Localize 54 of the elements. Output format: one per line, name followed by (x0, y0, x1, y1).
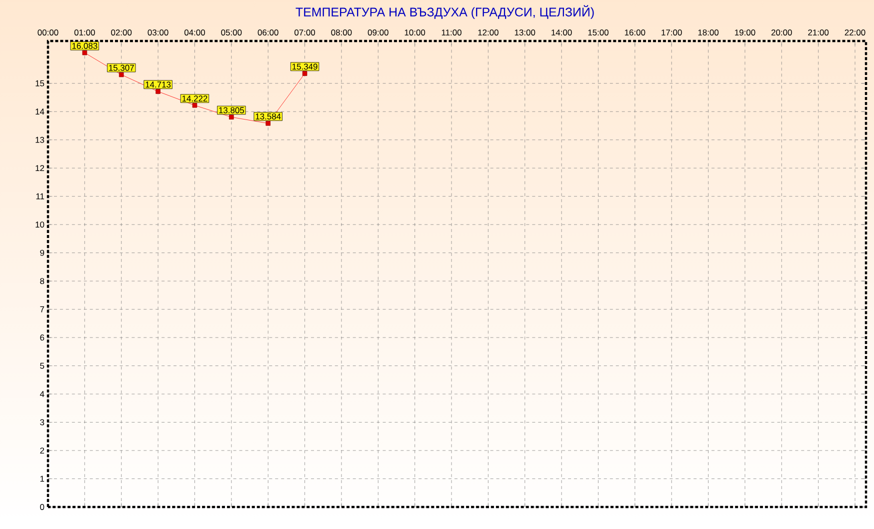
y-tick-label: 5 (40, 362, 44, 369)
x-tick-label: 07:00 (294, 29, 316, 36)
point (266, 120, 270, 126)
x-tick-label: 20:00 (771, 29, 792, 36)
y-tick-label: 1 (40, 476, 44, 482)
y-tick-label: 13 (36, 136, 44, 143)
data-label: 13.584 (256, 113, 281, 120)
y-tick-label: 10 (36, 222, 44, 228)
point (82, 50, 88, 56)
y-tick-label: 9 (40, 250, 44, 256)
data-label: 15.307 (109, 64, 134, 71)
y-tick-label: 15 (36, 80, 44, 86)
x-tick-label: 09:00 (368, 29, 388, 36)
data-label: 14.222 (182, 96, 208, 102)
x-tick-label: 13:00 (514, 29, 536, 36)
point (118, 72, 124, 78)
x-tick-label: 08:00 (331, 29, 352, 36)
x-tick-label: 16:00 (624, 29, 646, 36)
x-tick-label: 00:00 (38, 29, 58, 36)
y-tick-label: 4 (40, 391, 44, 397)
point (229, 114, 234, 120)
data-label: 13.805 (219, 107, 244, 114)
y-tick-label: 7 (40, 306, 44, 312)
x-tick-label: 02:00 (111, 29, 132, 36)
x-tick-label: 19:00 (735, 29, 756, 36)
y-tick-label: 2 (40, 448, 44, 454)
y-tick-label: 12 (36, 165, 44, 172)
y-tick-label: 6 (40, 334, 44, 341)
data-label: 15.349 (292, 64, 318, 70)
y-tick-label: 11 (36, 193, 44, 200)
point (302, 71, 308, 76)
y-tick-label: 14 (36, 108, 44, 115)
chart-title: ТЕМПЕРАТУРА НА ВЪЗДУХА (ГРАДУСИ, ЦЕЛЗИЙ) (296, 5, 594, 19)
x-tick-label: 15:00 (588, 29, 608, 36)
x-tick-label: 06:00 (258, 29, 278, 36)
x-tick-label: 05:00 (221, 29, 242, 36)
data-label: 14.713 (146, 82, 171, 88)
point (156, 89, 160, 94)
x-tick-label: 17:00 (662, 29, 682, 36)
x-tick-label: 22:00 (844, 29, 866, 36)
x-tick-label: 03:00 (148, 29, 168, 36)
x-tick-label: 10:00 (404, 29, 426, 36)
x-tick-label: 12:00 (478, 29, 498, 36)
y-tick-label: 0 (40, 504, 44, 510)
x-tick-label: 11:00 (442, 29, 462, 36)
point (192, 102, 198, 108)
data-label: 16.083 (72, 42, 98, 49)
x-tick-label: 14:00 (552, 29, 572, 36)
x-tick-label: 04:00 (184, 29, 205, 36)
x-tick-label: 18:00 (698, 29, 719, 36)
y-tick-label: 3 (40, 419, 44, 426)
x-tick-label: 01:00 (74, 29, 95, 36)
y-tick-label: 8 (40, 278, 44, 284)
x-tick-label: 21:00 (808, 29, 829, 36)
